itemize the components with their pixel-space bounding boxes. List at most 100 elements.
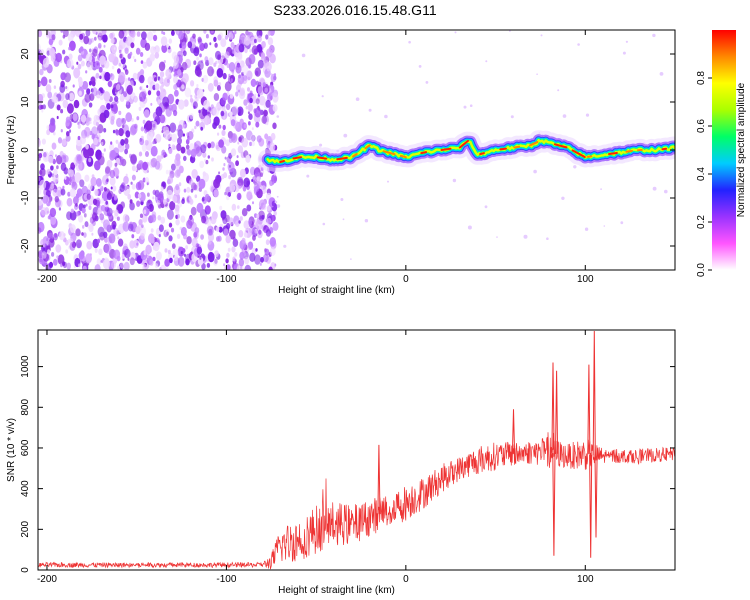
noise-blob [117,207,121,213]
noise-blob [94,248,98,253]
noise-blob [166,209,174,220]
noise-blob [48,122,56,133]
noise-blob [155,133,162,143]
noise-blob [210,141,215,149]
noise-blob [240,266,243,270]
noise-blob [88,224,94,233]
noise-blob [200,234,205,240]
noise-blob [246,204,252,212]
noise-blob [254,67,261,77]
noise-blob [121,124,125,129]
noise-blob [60,30,64,33]
noise-blob [187,216,194,226]
noise-blob [203,30,207,34]
noise-blob [171,133,178,143]
noise-blob [125,173,128,177]
snr-spike [589,454,593,558]
noise-blob [102,34,108,43]
y-tick-label: 400 [20,480,31,497]
noise-blob [103,231,108,238]
noise-blob [147,192,150,197]
noise-blob [257,81,262,87]
noise-blob [117,236,120,240]
noise-blob [138,91,146,102]
noise-blob [66,211,72,221]
tone-peak [571,149,586,158]
noise-blob [60,129,63,133]
noise-blob [75,162,78,167]
noise-blob [230,119,236,127]
noise-speckle [276,204,281,208]
noise-blob [75,239,82,249]
noise-blob [241,65,249,75]
noise-blob [218,171,221,175]
tone-peak [279,160,285,163]
snr-spike [587,364,591,455]
noise-blob [230,42,235,48]
noise-blob [40,76,48,87]
noise-blob [75,211,80,217]
noise-blob [50,165,54,171]
noise-blob [242,186,247,192]
noise-blob [206,218,212,227]
noise-blob [51,252,55,257]
noise-blob [129,199,133,204]
noise-blob [205,33,209,39]
noise-blob [122,76,125,81]
noise-speckle [274,200,278,204]
noise-blob [265,34,269,40]
noise-blob [196,246,203,255]
noise-blob [166,189,174,200]
noise-blob [86,88,91,95]
noise-blob [102,89,105,94]
noise-blob [146,131,154,142]
noise-blob [213,62,217,67]
noise-blob [116,117,123,128]
noise-blob [150,102,153,106]
noise-blob [120,139,125,146]
noise-blob [96,62,99,66]
x-axis-label: Height of straight line (km) [278,585,395,596]
noise-speckle [463,105,467,109]
noise-blob [228,32,234,40]
noise-blob [182,73,189,83]
y-tick-label: 0 [20,147,31,153]
noise-blob [85,144,89,150]
noise-blob [118,45,123,52]
noise-speckle [562,114,567,118]
noise-blob [187,41,193,49]
noise-blob [81,232,84,236]
noise-blob [141,31,147,40]
noise-blob [226,252,230,258]
noise-blob [91,126,98,137]
noise-blob [196,88,204,99]
noise-blob [238,136,242,142]
noise-blob [213,79,219,87]
noise-blob [177,69,182,76]
noise-blob [233,258,237,263]
noise-blob [125,143,130,150]
noise-blob [183,99,189,107]
noise-blob [265,229,271,237]
noise-blob [102,258,110,270]
noise-blob [256,176,260,182]
noise-blob [41,109,44,113]
noise-blob [189,198,194,205]
noise-blob [201,263,206,270]
snr-spike [555,370,559,454]
noise-blob [237,176,244,186]
noise-blob [186,149,192,156]
y-tick-label: 200 [20,521,31,538]
noise-blob [226,195,230,201]
noise-blob [269,53,276,64]
noise-blob [213,178,221,189]
noise-blob [176,143,182,152]
noise-blob [65,134,71,142]
noise-blob [55,244,62,253]
snr-spike [377,444,381,515]
noise-blob [239,89,245,97]
noise-blob [85,119,90,126]
noise-blob [176,128,179,132]
noise-blob [170,227,175,233]
noise-blob [118,30,125,39]
